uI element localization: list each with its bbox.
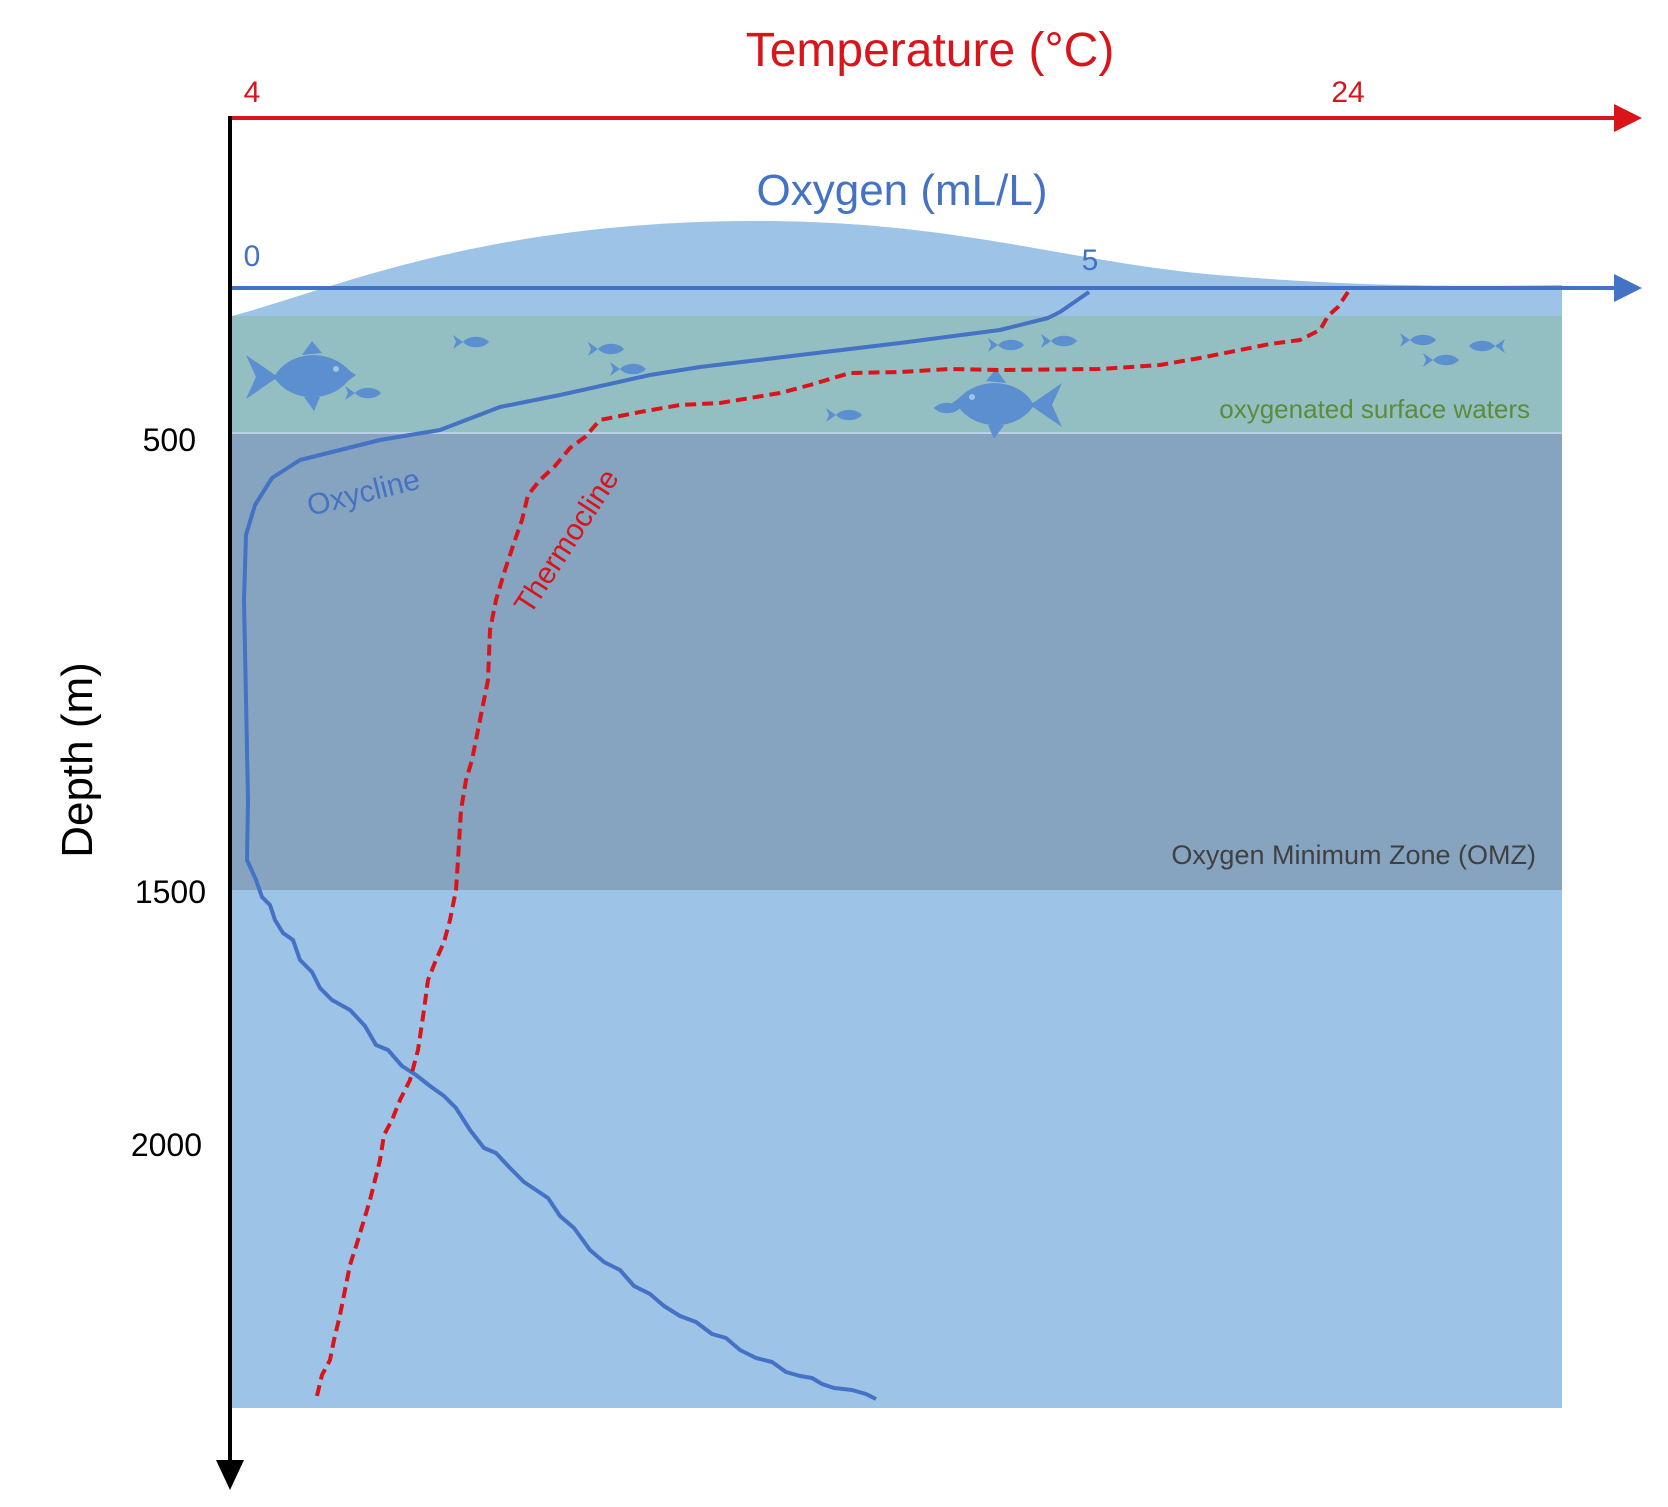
- depth-tick-2000: 2000: [131, 1127, 202, 1163]
- depth-tick-1500: 1500: [135, 874, 206, 910]
- oxygen-axis-arrowhead: [1614, 274, 1642, 302]
- temperature-axis-title: Temperature (°C): [746, 24, 1115, 77]
- oxygen-tick-max: 5: [1082, 244, 1099, 277]
- temperature-tick-max: 24: [1331, 76, 1364, 109]
- fish-icon: [1041, 334, 1077, 348]
- temperature-tick-min: 4: [244, 76, 261, 109]
- fish-icon: [588, 342, 624, 356]
- fish-icon: [246, 341, 356, 411]
- temperature-axis-arrowhead: [1614, 104, 1642, 132]
- depth-tick-500: 500: [143, 422, 196, 458]
- fish-icon: [934, 401, 970, 415]
- omz-band: [232, 433, 1562, 890]
- omz-label: Oxygen Minimum Zone (OMZ): [1171, 840, 1536, 870]
- oxygen-tick-min: 0: [244, 240, 261, 273]
- fish-school: [246, 333, 1505, 439]
- thermocline-curve: [314, 290, 1350, 1401]
- fish-icon: [988, 338, 1024, 352]
- fish-icon: [826, 408, 862, 422]
- fish-icon: [952, 369, 1062, 439]
- fish-icon: [610, 362, 646, 376]
- fish-icon: [453, 335, 489, 349]
- oxygen-axis-title: Oxygen (mL/L): [757, 166, 1048, 215]
- fish-icon: [1469, 339, 1505, 353]
- oxycline-curve: [242, 290, 1091, 1401]
- fish-icon: [1423, 353, 1459, 367]
- depth-axis-title: Depth (m): [53, 662, 102, 858]
- surface-waters-label: oxygenated surface waters: [1219, 394, 1530, 424]
- fish-icon: [1400, 333, 1436, 347]
- depth-axis-arrowhead: [216, 1460, 244, 1490]
- fish-icon: [345, 386, 381, 400]
